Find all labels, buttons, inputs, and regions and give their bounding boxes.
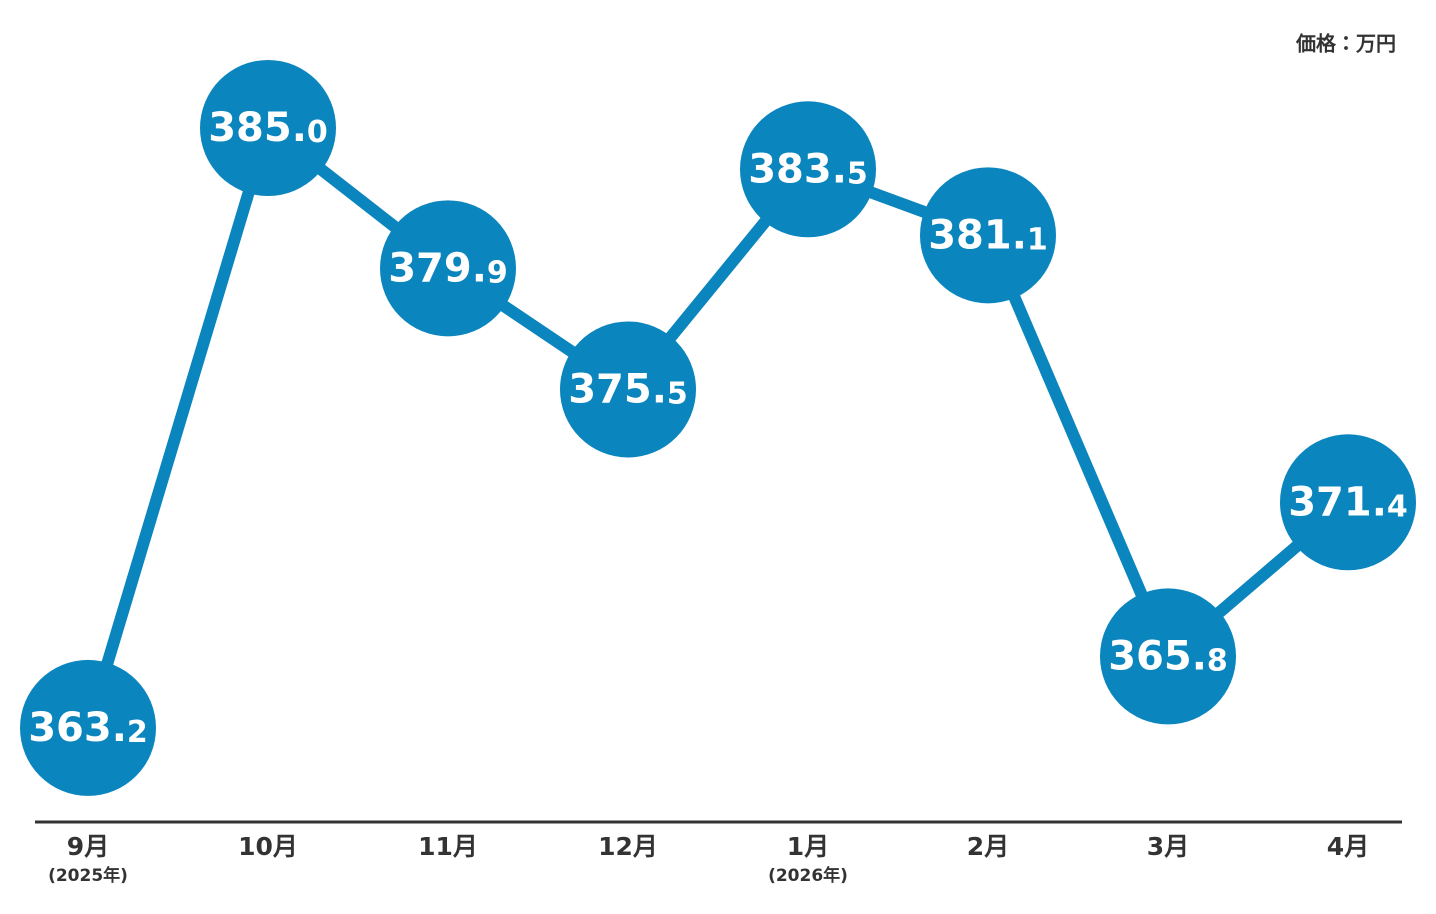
x-tick-note: (2026年) <box>768 865 848 886</box>
data-label-integer: 371. <box>1288 479 1387 525</box>
data-point <box>20 659 156 796</box>
data-point <box>1100 588 1236 725</box>
data-label: 375.5 <box>568 366 688 412</box>
x-tick-label: 4月 <box>1327 832 1369 861</box>
data-label: 381.1 <box>928 212 1048 258</box>
data-point <box>560 321 696 458</box>
data-label-decimal: 2 <box>127 714 148 749</box>
data-point <box>1280 434 1416 571</box>
data-point <box>200 60 336 196</box>
data-label-decimal: 4 <box>1387 489 1408 524</box>
data-point <box>380 200 516 337</box>
x-tick-label: 1月 <box>787 832 829 861</box>
data-label-decimal: 0 <box>307 115 328 150</box>
data-label-integer: 365. <box>1108 633 1207 679</box>
data-label-decimal: 1 <box>1027 222 1048 257</box>
data-label-integer: 379. <box>388 245 487 291</box>
x-tick-label: 9月 <box>67 832 109 861</box>
x-tick-label: 11月 <box>418 832 478 861</box>
data-label: 385.0 <box>208 105 328 151</box>
data-label-integer: 385. <box>208 105 307 151</box>
data-point <box>920 167 1056 304</box>
x-tick-label: 2月 <box>967 832 1009 861</box>
data-label: 379.9 <box>388 245 508 291</box>
data-point <box>740 101 876 238</box>
data-label-integer: 375. <box>568 366 667 412</box>
x-tick-label: 3月 <box>1147 832 1189 861</box>
data-label-integer: 383. <box>748 146 847 192</box>
data-label-decimal: 8 <box>1207 643 1228 678</box>
x-tick-label: 12月 <box>598 832 658 861</box>
data-label-integer: 363. <box>28 705 127 751</box>
data-label-decimal: 5 <box>847 156 868 191</box>
data-label-integer: 381. <box>928 212 1027 258</box>
data-label: 365.8 <box>1108 633 1228 679</box>
data-label-decimal: 5 <box>667 376 688 411</box>
data-label-decimal: 9 <box>487 255 508 290</box>
data-label: 371.4 <box>1288 479 1408 525</box>
x-tick-label: 10月 <box>238 832 298 861</box>
unit-label: 価格：万円 <box>1295 32 1396 56</box>
data-label: 363.2 <box>28 705 148 751</box>
data-label: 383.5 <box>748 146 868 192</box>
x-tick-note: (2025年) <box>48 865 128 886</box>
